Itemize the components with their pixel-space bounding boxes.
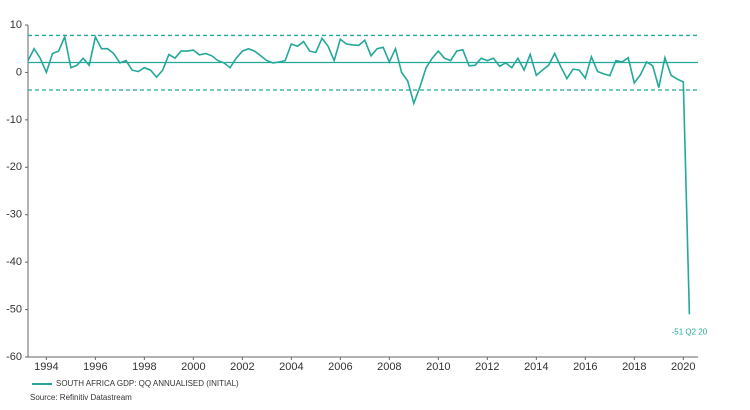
x-tick-label: 2006: [328, 361, 352, 373]
y-tick-label: -20: [6, 161, 22, 173]
y-tick-label: -40: [6, 256, 22, 268]
x-tick-label: 2002: [230, 361, 254, 373]
x-tick-label: 1998: [132, 361, 156, 373]
x-tick-label: 2020: [671, 361, 695, 373]
series-line: [27, 34, 691, 315]
y-tick-label: -60: [6, 351, 22, 363]
x-tick-label: 2018: [622, 361, 646, 373]
x-tick-label: 1996: [83, 361, 107, 373]
x-tick-label: 2004: [279, 361, 303, 373]
y-tick-label: -50: [6, 303, 22, 315]
x-tick-label: 2000: [181, 361, 205, 373]
y-tick-label: 0: [16, 66, 22, 78]
x-tick-label: 2012: [475, 361, 499, 373]
annotation: -51 Q2 20: [672, 327, 708, 336]
legend-label: SOUTH AFRICA GDP: QQ ANNUALISED (INITIAL…: [56, 379, 239, 388]
x-tick-label: 2008: [377, 361, 401, 373]
y-tick-label: -30: [6, 209, 22, 221]
y-tick-label: -10: [6, 114, 22, 126]
y-tick-label: 10: [10, 19, 22, 31]
x-tick-label: 2014: [524, 361, 548, 373]
source: Source: Refinitiv Datastream: [30, 393, 132, 402]
x-tick-label: 1994: [34, 361, 58, 373]
x-tick-label: 2016: [573, 361, 597, 373]
x-tick-label: 2010: [426, 361, 450, 373]
